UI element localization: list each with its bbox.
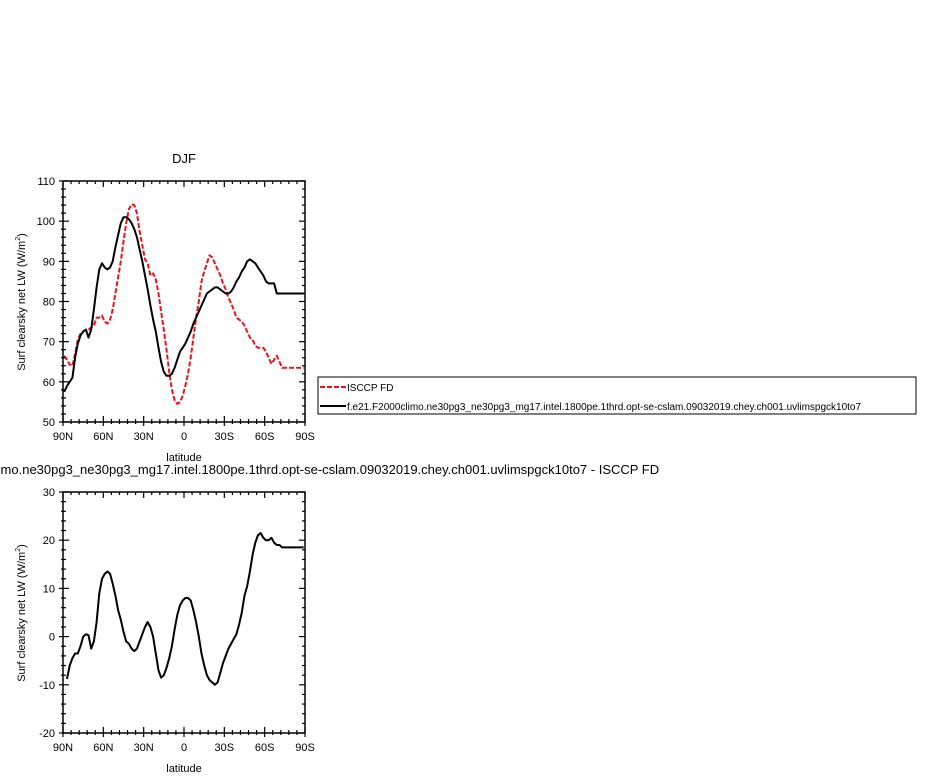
bottom-y-axis-title-superscript: 2 xyxy=(15,548,22,552)
top-x-tick-label: 0 xyxy=(181,431,187,443)
bottom-x-tick-label: 60S xyxy=(255,742,275,754)
top-y-axis-title-superscript: 2 xyxy=(15,237,22,241)
top-x-tick-label: 60N xyxy=(93,431,113,443)
top-series-line-0 xyxy=(63,203,304,405)
top-y-tick-label: 110 xyxy=(37,176,55,188)
top-x-tick-label: 30S xyxy=(215,431,235,443)
bottom-y-axis-title: Surf clearsky net LW (W/m2) xyxy=(15,544,28,682)
bottom-x-tick-label: 90S xyxy=(295,742,315,754)
top-x-tick-label: 90S xyxy=(295,431,315,443)
top-y-axis: 50 60 70 80 90 100 110 xyxy=(37,176,305,429)
bottom-x-tick-label: 0 xyxy=(181,742,187,754)
top-x-tick-label: 60S xyxy=(255,431,275,443)
bottom-y-tick-label: 30 xyxy=(43,487,55,499)
bottom-y-tick-label: -20 xyxy=(39,728,55,740)
top-x-tick-label: 90N xyxy=(53,431,73,443)
bottom-x-tick-label: 30S xyxy=(215,742,235,754)
bottom-x-tick-label: 60N xyxy=(93,742,113,754)
top-series-line-1 xyxy=(63,216,304,393)
bottom-series-group xyxy=(66,532,304,686)
legend: ISCCP FD f.e21.F2000climo.ne30pg3_ne30pg… xyxy=(317,376,917,415)
top-plot-frame xyxy=(62,180,306,423)
bottom-x-axis: 90N 60N 30N 0 30S 60S 90S xyxy=(53,492,315,754)
top-y-tick-label: 80 xyxy=(43,297,55,309)
bottom-y-tick-label: 0 xyxy=(49,632,55,644)
top-x-axis: 90N 60N 30N 0 30S 60S 90S xyxy=(53,181,315,443)
top-y-tick-label: 90 xyxy=(43,256,55,268)
top-y-tick-label: 100 xyxy=(37,216,55,228)
legend-label-isccp: ISCCP FD xyxy=(347,383,394,394)
top-panel: DJF 50 60 70 80 90 100 110 90N 60N 30N 0 30S 60S 90S… xyxy=(15,151,315,464)
top-y-axis-title-close: ) xyxy=(16,233,28,237)
bottom-y-axis-title-close: ) xyxy=(16,544,28,548)
top-x-tick-label: 30N xyxy=(134,431,154,443)
top-series-group xyxy=(63,203,304,405)
top-chart-title: DJF xyxy=(172,151,196,166)
bottom-x-axis-title: latitude xyxy=(166,763,201,775)
bottom-y-axis-title-text: Surf clearsky net LW (W/m xyxy=(16,552,28,682)
bottom-y-tick-label: 10 xyxy=(43,583,55,595)
bottom-y-tick-label: 20 xyxy=(43,535,55,547)
bottom-panel: f.e21.F2000climo.ne30pg3_ne30pg3_mg17.in… xyxy=(0,462,659,775)
bottom-chart-title: f.e21.F2000climo.ne30pg3_ne30pg3_mg17.in… xyxy=(0,462,659,477)
bottom-series-line-0 xyxy=(66,532,304,686)
bottom-y-axis: -20 -10 0 10 20 30 xyxy=(39,487,305,740)
top-y-tick-label: 60 xyxy=(43,377,55,389)
top-y-axis-title-text: Surf clearsky net LW (W/m xyxy=(16,241,28,371)
top-y-tick-label: 70 xyxy=(43,337,55,349)
bottom-x-tick-label: 90N xyxy=(53,742,73,754)
bottom-x-tick-label: 30N xyxy=(134,742,154,754)
top-x-axis-title: latitude xyxy=(166,452,201,464)
legend-label-model: f.e21.F2000climo.ne30pg3_ne30pg3_mg17.in… xyxy=(347,402,861,413)
legend-box xyxy=(317,376,917,415)
bottom-y-tick-label: -10 xyxy=(39,680,55,692)
bottom-plot-frame xyxy=(62,491,306,734)
top-y-axis-title: Surf clearsky net LW (W/m2) xyxy=(15,233,28,371)
top-y-tick-label: 50 xyxy=(43,417,55,429)
